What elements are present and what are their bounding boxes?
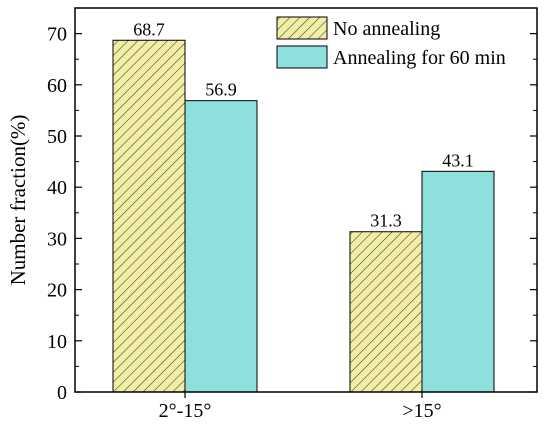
- legend-swatch-1: [276, 16, 328, 40]
- bar-no-annealing-2: [349, 231, 423, 393]
- value-labels-group: 68.7 31.3 56.9 43.1: [133, 19, 474, 230]
- x-axis: 2°-15° >15°: [159, 392, 442, 422]
- y-tick-label: 30: [47, 228, 67, 250]
- y-tick-label: 70: [47, 24, 67, 46]
- bars-group: [112, 39, 495, 393]
- value-label: 68.7: [133, 19, 165, 39]
- value-label: 43.1: [442, 150, 474, 170]
- y-axis-label: Number fraction(%): [6, 115, 30, 286]
- y-tick-label: 60: [47, 75, 67, 97]
- bar-annealing-60min-2: [421, 170, 495, 393]
- plot-frame: [74, 7, 538, 393]
- legend-label-2: Annealing for 60 min: [333, 47, 506, 69]
- x-tick-label: 2°-15°: [159, 400, 212, 422]
- x-tick-label: >15°: [402, 400, 441, 422]
- legend-swatch-2: [276, 45, 328, 69]
- y-axis: 0 10 20 30 40 50 60 70: [47, 24, 537, 404]
- bar-no-annealing-1: [112, 39, 186, 393]
- value-label: 31.3: [370, 211, 402, 231]
- legend-label-1: No annealing: [333, 18, 440, 40]
- y-tick-label: 50: [47, 126, 67, 148]
- legend: No annealing Annealing for 60 min: [276, 16, 506, 69]
- value-label: 56.9: [205, 80, 237, 100]
- y-tick-label: 10: [47, 331, 67, 353]
- y-tick-label: 0: [57, 382, 67, 404]
- bar-annealing-60min-1: [184, 100, 258, 393]
- y-tick-label: 40: [47, 177, 67, 199]
- y-tick-label: 20: [47, 280, 67, 302]
